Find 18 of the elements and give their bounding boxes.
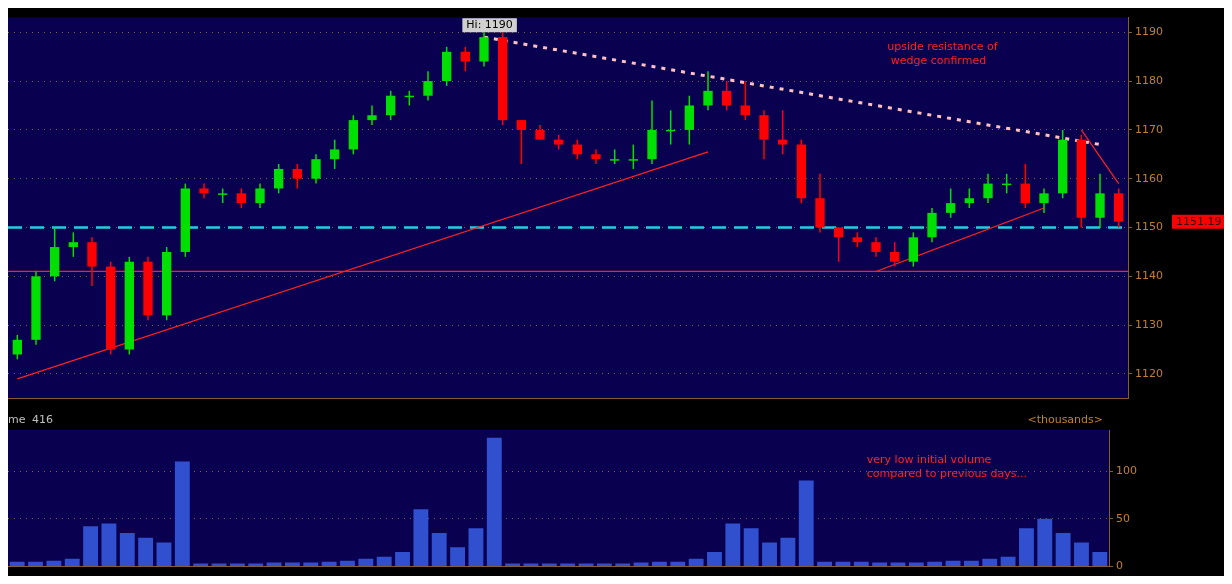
- annotation: upside resistance of wedge confirmed: [887, 40, 999, 68]
- text: me: [8, 412, 26, 426]
- y-tick-label: 1160: [1135, 171, 1164, 185]
- text: <thousands>: [1027, 412, 1103, 426]
- y-tick-label: 1180: [1135, 73, 1164, 87]
- y-tick-label: 1130: [1135, 318, 1164, 332]
- annotation: Hi: 1190: [466, 18, 513, 32]
- text: 1151.19: [1176, 214, 1222, 228]
- y-tick-label: 1120: [1135, 366, 1164, 380]
- annotation: very low initial volume compared to previous days...: [866, 452, 1028, 480]
- y-tick-label: 0: [1116, 559, 1123, 573]
- y-tick-label: 1190: [1135, 25, 1164, 39]
- y-tick-label: 50: [1116, 511, 1130, 525]
- text: 416: [32, 412, 53, 426]
- y-tick-label: 1150: [1135, 220, 1164, 234]
- y-tick-label: 100: [1116, 463, 1137, 477]
- y-tick-label: 1170: [1135, 122, 1164, 136]
- y-tick-label: 1140: [1135, 269, 1164, 283]
